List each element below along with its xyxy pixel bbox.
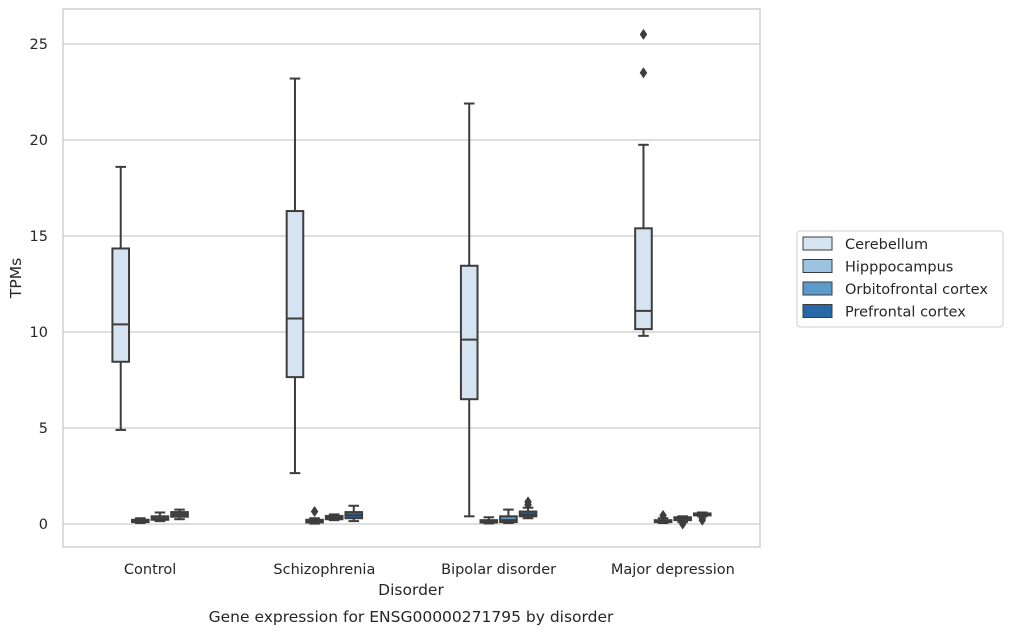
legend-swatch (802, 236, 833, 251)
box-group (305, 505, 324, 525)
legend-swatch (802, 281, 833, 296)
x-axis-title: Disorder (378, 581, 444, 599)
box-group (459, 102, 479, 518)
outlier-point (678, 518, 687, 530)
y-tick-label: 10 (30, 325, 48, 341)
outlier-point (310, 505, 319, 518)
box-group (324, 513, 344, 522)
y-tick-label: 0 (39, 517, 48, 533)
box-iqr (634, 227, 653, 331)
legend-frame (796, 230, 1004, 328)
box-group (673, 515, 692, 530)
x-tick-label: Control (124, 562, 176, 578)
box-group (150, 511, 170, 523)
legend-label: Orbitofrontal cortex (845, 282, 988, 298)
box-group (131, 517, 150, 525)
box-group (111, 165, 131, 431)
box-iqr (111, 247, 131, 363)
legend: Cerebellum Hipppocampus Orbitofrontal cort… (796, 230, 1004, 328)
y-tick-label: 15 (30, 229, 48, 245)
legend-item: Cerebellum (802, 236, 928, 253)
x-axis-ticks: Control Schizophrenia Bipolar disorder Majo… (124, 562, 735, 578)
chart-caption: Gene expression for ENSG00000271795 by d… (209, 608, 614, 626)
y-axis-ticks: 0 5 10 15 20 25 (30, 37, 48, 533)
box-group (653, 509, 673, 525)
legend-swatch (802, 259, 833, 273)
box-iqr (285, 210, 305, 379)
box-iqr (459, 264, 479, 401)
legend-label: Cerebellum (845, 237, 928, 253)
box-group (692, 511, 712, 526)
y-tick-label: 20 (30, 133, 48, 149)
outlier-point (698, 512, 707, 524)
box-group (634, 28, 653, 337)
box-group (499, 508, 518, 525)
box-plot-marks (111, 28, 712, 530)
outlier-point (639, 28, 648, 40)
y-tick-label: 5 (39, 421, 48, 437)
plot-area-frame (62, 8, 761, 548)
outlier-point (639, 67, 648, 79)
x-tick-label: Schizophrenia (273, 562, 375, 578)
y-axis-title: TPMs (7, 258, 25, 299)
box-group (285, 77, 305, 475)
box-group (170, 508, 189, 521)
grid-lines (63, 43, 760, 525)
x-tick-label: Major depression (611, 562, 735, 578)
legend-item: Hipppocampus (802, 259, 953, 276)
box-group (518, 496, 538, 520)
outlier-point (659, 509, 667, 521)
box-group (344, 504, 364, 523)
legend-item: Orbitofrontal cortex (802, 281, 988, 298)
outlier-point (524, 496, 532, 508)
legend-swatch (802, 304, 833, 318)
x-tick-label: Bipolar disorder (441, 562, 556, 578)
legend-item: Prefrontal cortex (802, 304, 966, 321)
legend-label: Hipppocampus (845, 260, 953, 276)
legend-label: Prefrontal cortex (845, 305, 966, 321)
y-tick-label: 25 (30, 37, 48, 53)
box-group (479, 516, 499, 525)
